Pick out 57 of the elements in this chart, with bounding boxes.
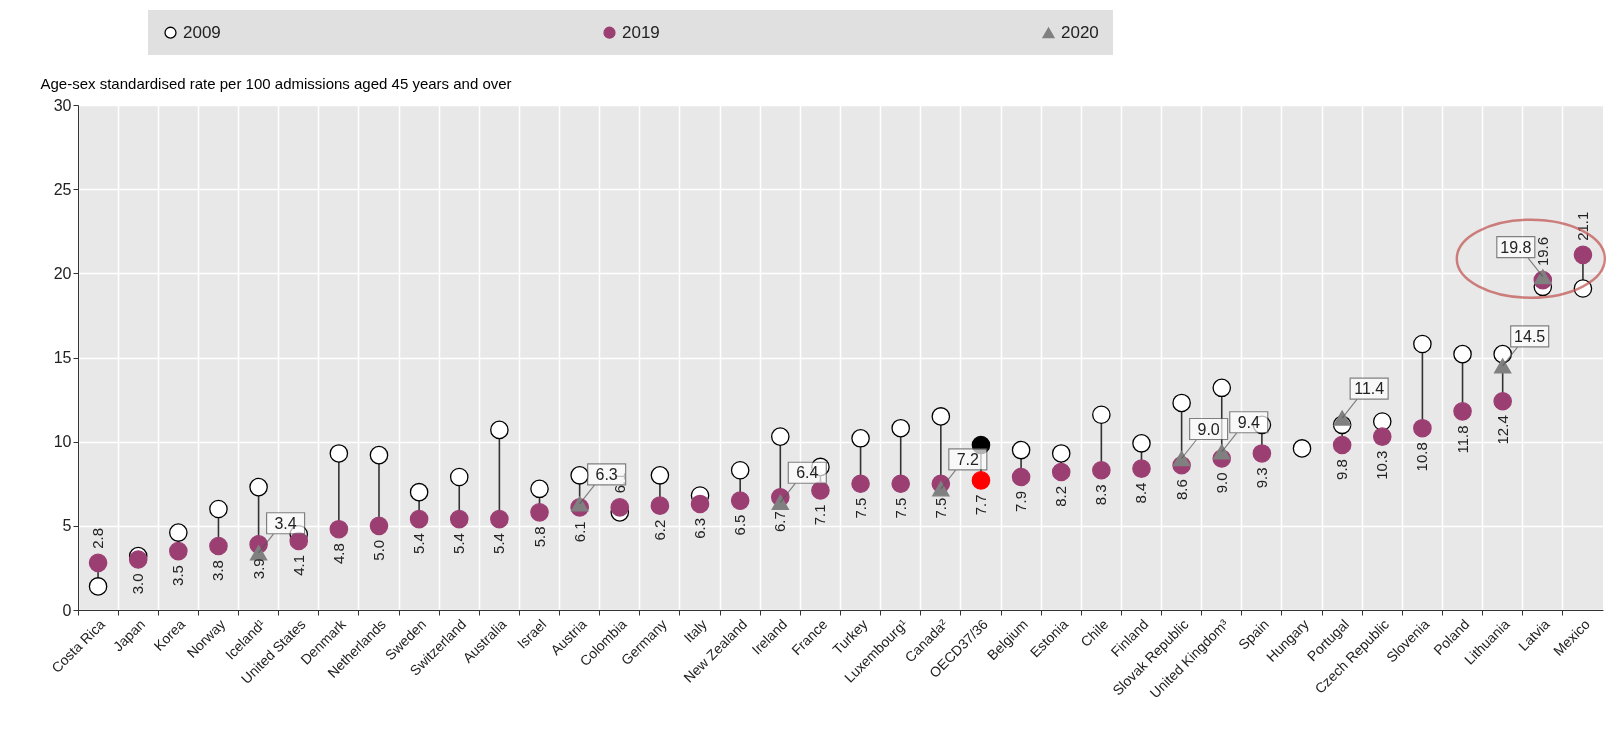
data-label: 7.9 <box>1012 491 1030 512</box>
data-label: 8.6 <box>1172 479 1190 501</box>
data-label: 7.5 <box>931 497 949 519</box>
data-label: 9.3 <box>1252 467 1270 489</box>
data-label: 11.4 <box>1354 380 1385 398</box>
data-label: 4.8 <box>329 543 347 565</box>
y-tick-label: 5 <box>62 517 72 535</box>
data-label: 9.4 <box>1237 413 1260 431</box>
data-label: 7.2 <box>956 450 980 468</box>
y-tick-label: 0 <box>62 601 72 619</box>
data-label: 10.3 <box>1373 450 1391 480</box>
y-axis-title: Age-sex standardised rate per 100 admissions aged 45 years and over <box>40 74 512 92</box>
data-label: 21.1 <box>1573 211 1591 241</box>
y-tick-label: 20 <box>53 264 72 282</box>
data-label: 8.2 <box>1052 485 1070 507</box>
legend-label: 2009 <box>183 22 221 42</box>
data-label: 3.0 <box>129 573 147 595</box>
y-tick-label: 10 <box>53 433 72 451</box>
data-label: 6.1 <box>570 521 588 543</box>
data-label: 7.5 <box>891 497 909 519</box>
data-label: 6.3 <box>595 465 618 483</box>
data-label: 5.4 <box>450 533 468 554</box>
data-label: 11.8 <box>1453 425 1471 454</box>
x-tick-label: Italy <box>680 616 710 646</box>
data-label: 3.4 <box>274 514 297 532</box>
data-label: 6.7 <box>771 511 789 533</box>
data-label: 5.4 <box>410 533 428 554</box>
data-label: 14.5 <box>1514 327 1546 345</box>
data-label: 6.5 <box>731 514 749 536</box>
data-label: 19.6 <box>1533 236 1551 267</box>
data-label: 6.4 <box>796 464 819 482</box>
data-label: 5.8 <box>530 526 548 548</box>
data-label: 5.0 <box>369 539 387 561</box>
data-label: 2.8 <box>89 528 107 549</box>
data-label: 4.1 <box>289 554 307 576</box>
data-label: 5.4 <box>490 533 508 554</box>
legend-label: 2019 <box>622 22 660 42</box>
data-label: 8.3 <box>1092 484 1110 506</box>
data-label: 3.8 <box>209 560 227 581</box>
data-label: 3.9 <box>249 558 267 580</box>
y-tick-label: 15 <box>53 349 72 366</box>
data-label: 10.8 <box>1413 442 1431 472</box>
data-label: 9.8 <box>1333 459 1351 480</box>
data-label: 12.4 <box>1493 415 1511 445</box>
legend-label: 2020 <box>1061 22 1099 42</box>
data-label: 6.2 <box>650 519 668 541</box>
data-label: 19.8 <box>1500 238 1532 256</box>
data-label: 9.0 <box>1197 420 1220 438</box>
data-label: 6.3 <box>691 517 709 539</box>
y-tick-label: 30 <box>53 96 72 114</box>
data-label: 7.5 <box>851 497 869 519</box>
data-label: 9.0 <box>1212 472 1230 494</box>
data-label: 7.1 <box>811 504 829 526</box>
data-label: 3.5 <box>169 565 187 586</box>
data-label: 8.4 <box>1132 482 1150 504</box>
data-label: 7.7 <box>971 494 989 516</box>
y-tick-label: 25 <box>53 180 72 198</box>
